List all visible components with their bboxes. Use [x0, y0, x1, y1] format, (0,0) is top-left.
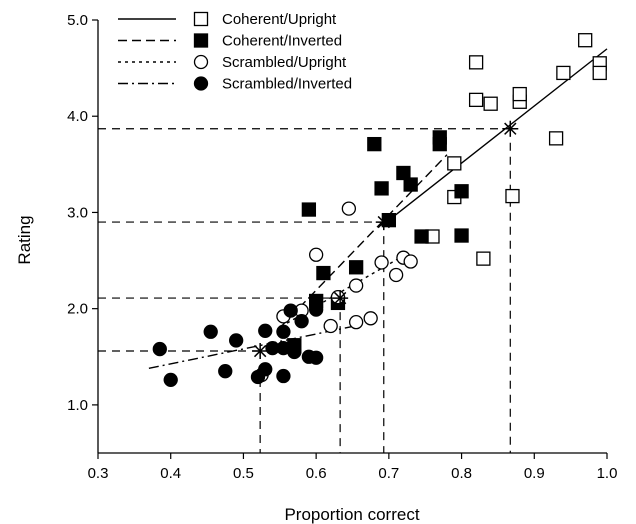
- axes-layer: 0.3 0.4 0.5 0.6 0.7 0.8 0.9 1.0 1.0 2.0 3.0 4.0 5.0…: [15, 12, 617, 524]
- mean-point-asterisk: [332, 290, 349, 307]
- y-tick-label: 3.0: [67, 204, 88, 221]
- data-point: [330, 289, 346, 305]
- legend-marker: [193, 33, 209, 48]
- legend-item: Coherent/Inverted: [118, 33, 342, 50]
- data-point: [388, 267, 404, 283]
- legend-item: Scrambled/Inverted: [118, 76, 352, 93]
- y-ticks: 1.0 2.0 3.0 4.0 5.0: [67, 12, 98, 414]
- legend-marker: [193, 76, 209, 91]
- y-tick-label: 1.0: [67, 397, 88, 414]
- data-point: [258, 323, 273, 338]
- data-point: [308, 302, 324, 317]
- fit-line: [279, 154, 448, 329]
- data-point: [348, 278, 364, 293]
- data-point: [578, 33, 593, 48]
- data-point: [258, 362, 273, 377]
- data-point: [276, 324, 291, 339]
- x-tick-label: 0.8: [451, 465, 472, 482]
- data-point: [348, 260, 364, 275]
- data-point: [323, 318, 338, 334]
- data-point: [403, 254, 418, 269]
- x-tick-label: 0.3: [88, 465, 109, 482]
- data-point: [341, 201, 357, 216]
- data-point: [301, 202, 317, 217]
- fit-line: [381, 48, 608, 227]
- data-point: [556, 65, 571, 81]
- x-tick-label: 0.5: [233, 465, 254, 482]
- data-point: [374, 255, 389, 270]
- legend-label: Scrambled/Inverted: [222, 76, 352, 93]
- data-point: [468, 55, 484, 70]
- series-coherent-upright: [425, 33, 607, 266]
- data-point: [308, 247, 324, 262]
- data-point: [512, 86, 527, 102]
- data-point: [203, 324, 218, 339]
- data-point: [287, 343, 302, 359]
- series-scrambled-upright: [254, 201, 418, 383]
- data-point: [432, 136, 447, 152]
- data-point: [374, 181, 389, 196]
- data-point: [294, 314, 309, 329]
- series-scrambled-inverted: [152, 302, 324, 388]
- legend-marker: [193, 11, 209, 27]
- y-axis-title: Rating: [15, 215, 34, 264]
- x-tick-label: 0.6: [306, 465, 327, 482]
- legend-label: Scrambled/Upright: [222, 54, 347, 71]
- x-tick-label: 0.7: [378, 465, 399, 482]
- x-tick-label: 1.0: [597, 465, 618, 482]
- x-axis-title: Proportion correct: [284, 505, 419, 524]
- data-point: [468, 92, 484, 108]
- y-tick-label: 4.0: [67, 108, 88, 125]
- series-coherent-inverted: [287, 130, 469, 353]
- data-point: [396, 165, 411, 181]
- data-point: [403, 177, 418, 192]
- legend-item: Scrambled/Upright: [118, 54, 347, 71]
- data-point: [548, 131, 564, 146]
- legend: Coherent/Upright Coherent/Inverted Scrambl…: [118, 11, 352, 93]
- data-point: [229, 333, 244, 348]
- data-point: [308, 350, 324, 365]
- mean-point-asterisk: [502, 120, 519, 137]
- mean-point-asterisk: [375, 214, 392, 231]
- data-point: [592, 65, 607, 81]
- data-point: [447, 156, 462, 171]
- plot-points-layer: [152, 33, 607, 388]
- legend-item: Coherent/Upright: [118, 11, 337, 28]
- data-point: [483, 96, 498, 111]
- data-point: [163, 372, 178, 388]
- x-ticks: 0.3 0.4 0.5 0.6 0.7 0.8 0.9 1.0: [88, 453, 618, 482]
- data-point: [283, 303, 298, 318]
- data-point: [316, 265, 331, 281]
- fit-line: [148, 324, 360, 370]
- data-point: [152, 341, 167, 357]
- data-point: [367, 136, 382, 152]
- legend-label: Coherent/Upright: [222, 11, 337, 28]
- mean-point-asterisk: [252, 343, 269, 360]
- data-point: [505, 188, 520, 204]
- data-point: [363, 311, 378, 326]
- data-point: [218, 364, 233, 379]
- data-point: [348, 314, 364, 330]
- data-point: [276, 368, 291, 384]
- y-tick-label: 2.0: [67, 301, 88, 318]
- data-point: [454, 184, 469, 199]
- data-point: [454, 228, 469, 243]
- y-tick-label: 5.0: [67, 12, 88, 29]
- data-point: [414, 229, 429, 244]
- data-point: [476, 251, 491, 266]
- legend-label: Coherent/Inverted: [222, 33, 342, 50]
- legend-marker: [193, 54, 209, 70]
- plot-lines-layer: [98, 48, 608, 453]
- x-tick-label: 0.4: [160, 465, 181, 482]
- x-tick-label: 0.9: [524, 465, 545, 482]
